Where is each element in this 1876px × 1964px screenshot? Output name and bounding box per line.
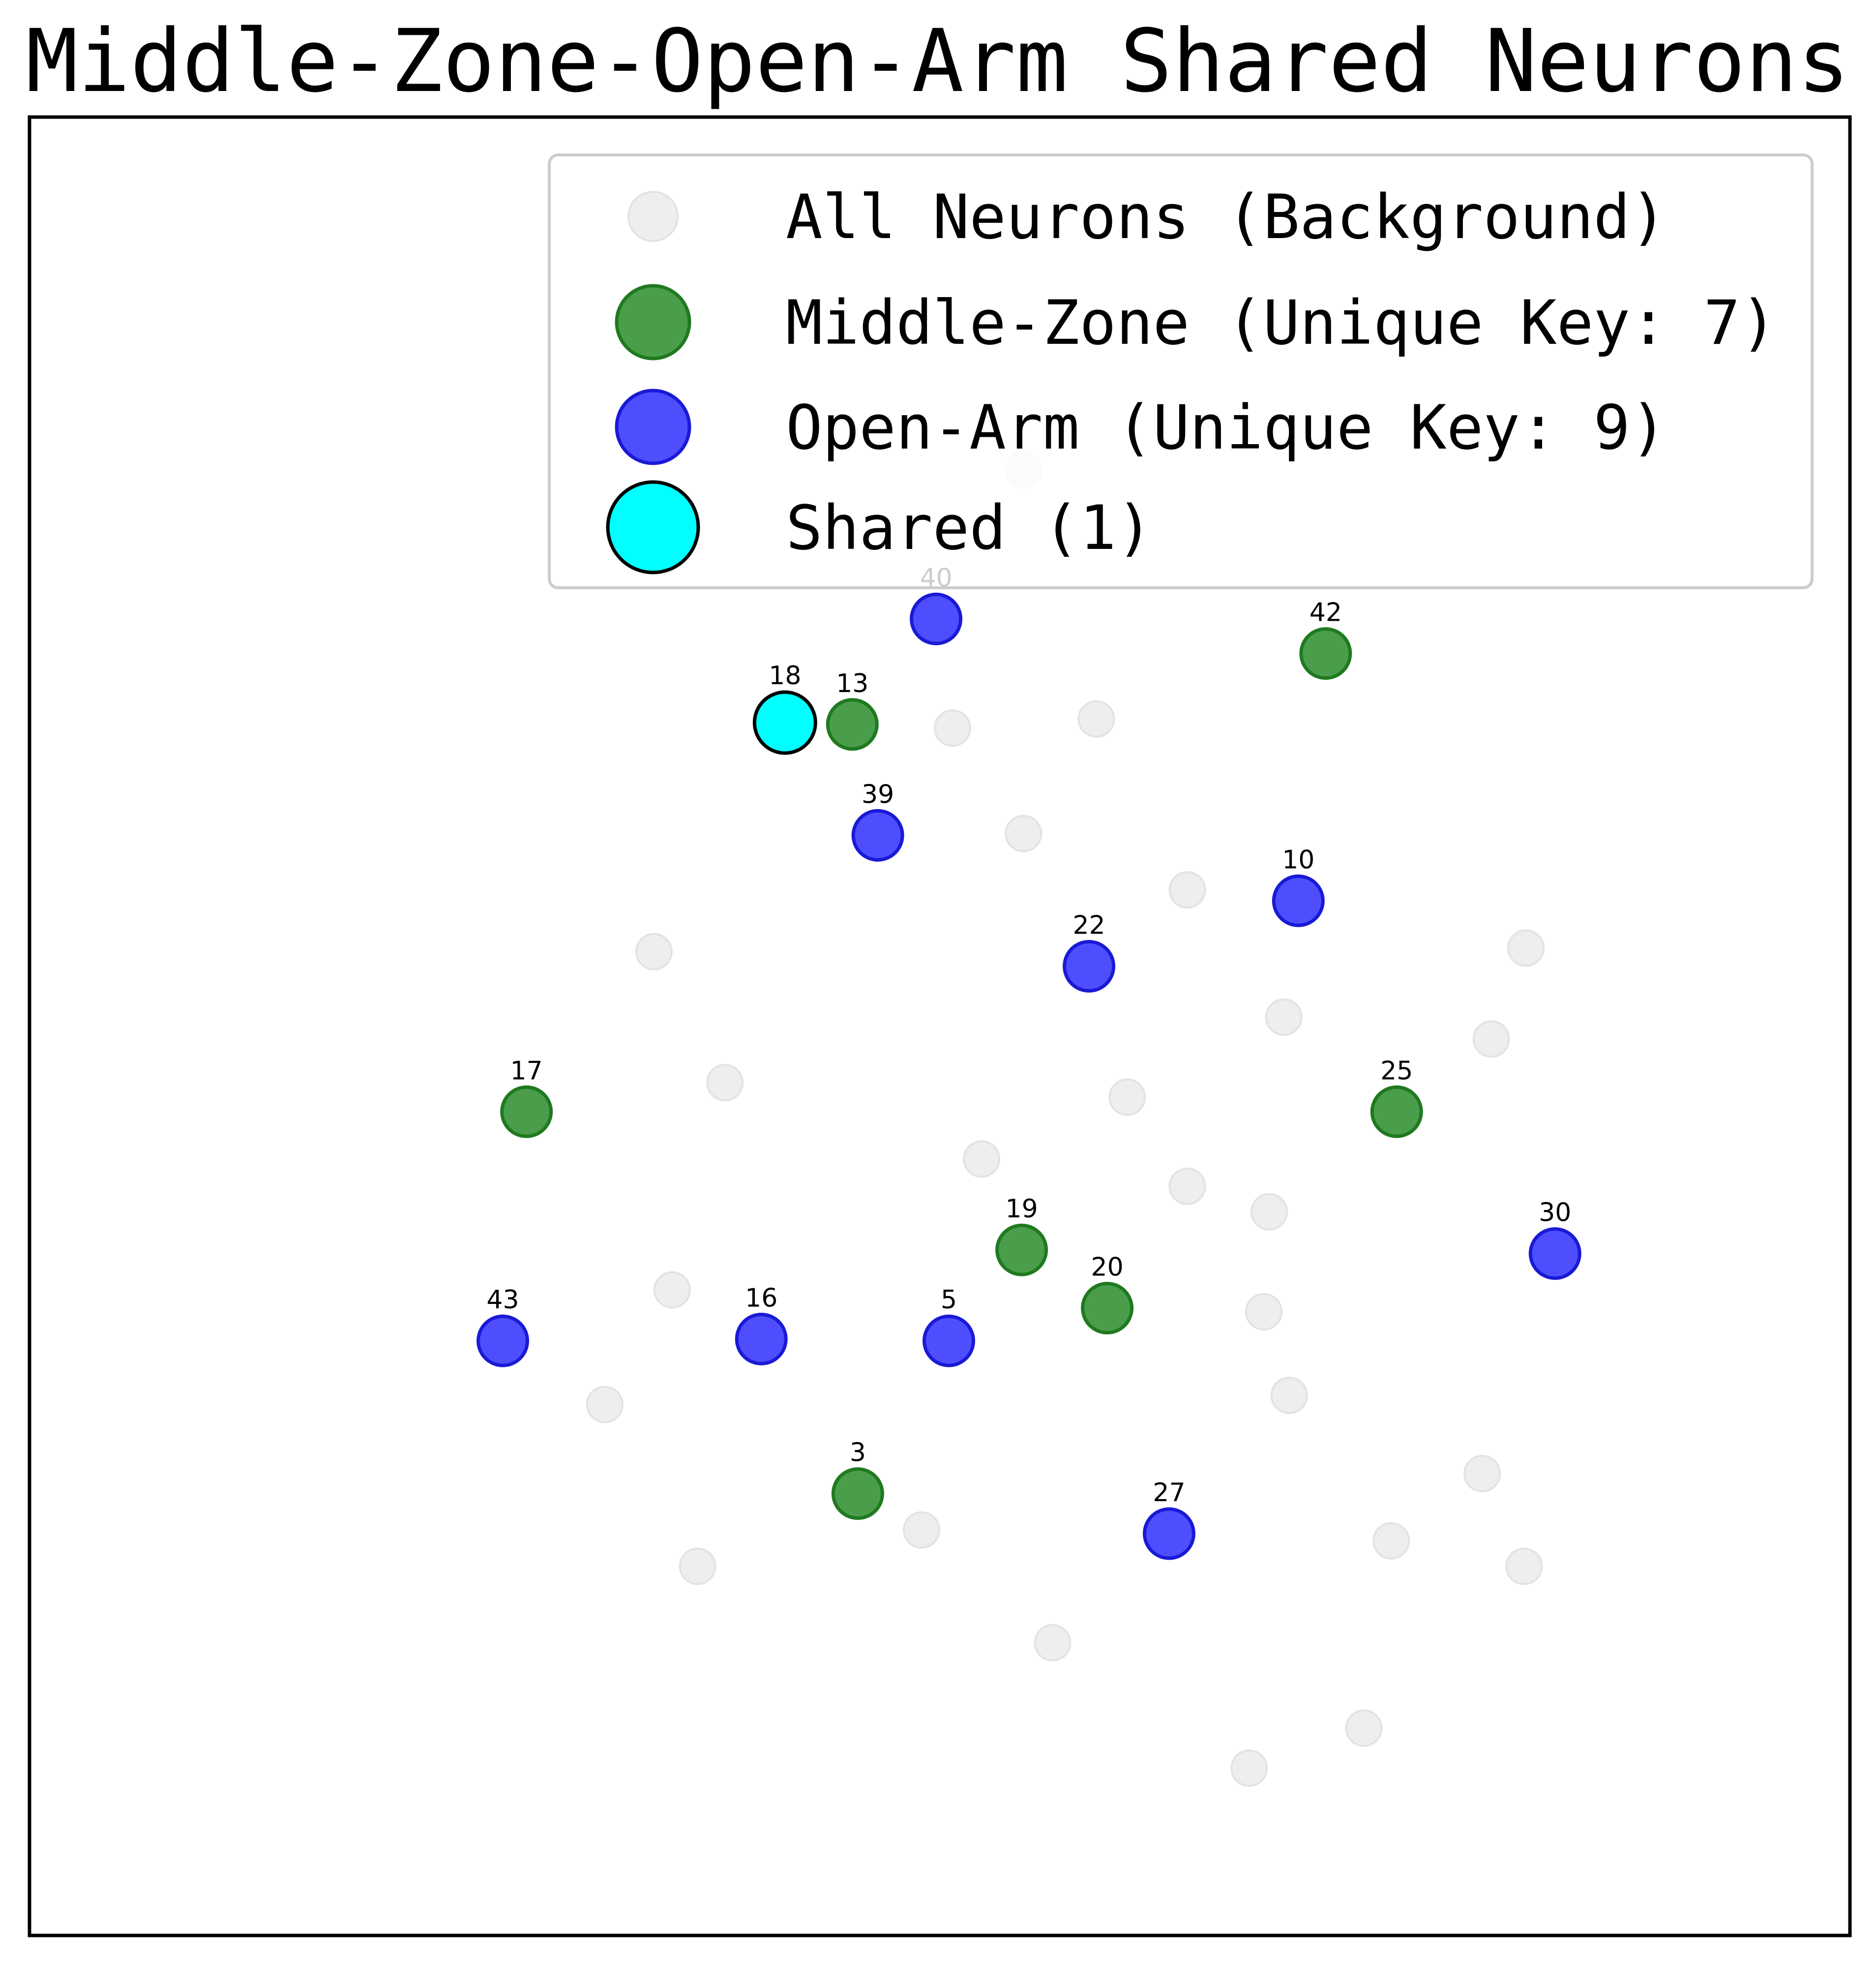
shared-point-18 — [752, 690, 817, 755]
legend-label-middle: Middle-Zone (Unique Key: 7) — [786, 288, 1777, 359]
series-middle: 42 13 17 25 19 20 3 — [500, 598, 1423, 1520]
point-label-10: 10 — [1282, 845, 1314, 875]
open-point-27 — [1142, 1507, 1195, 1560]
legend-label-background: All Neurons (Background) — [786, 182, 1667, 253]
point-label-22: 22 — [1072, 910, 1105, 940]
legend-marker-background — [627, 191, 679, 242]
middle-point-17 — [500, 1085, 553, 1138]
open-point-22 — [1063, 939, 1116, 993]
background-point-10 — [1108, 1078, 1146, 1116]
series-background — [586, 451, 1545, 1787]
background-point-1 — [933, 709, 971, 747]
background-point-11 — [963, 1140, 1001, 1178]
legend-box — [548, 153, 1814, 589]
plot-frame — [28, 115, 1852, 1937]
background-point-25 — [1230, 1749, 1268, 1787]
middle-point-42 — [1299, 627, 1352, 680]
open-point-10 — [1272, 874, 1325, 927]
point-label-27: 27 — [1153, 1478, 1185, 1508]
background-point-18 — [1463, 1454, 1501, 1492]
background-point-15 — [1245, 1293, 1282, 1330]
point-label-5: 5 — [941, 1285, 957, 1315]
background-point-6 — [1507, 929, 1545, 967]
point-label-17: 17 — [510, 1056, 543, 1086]
middle-point-3 — [831, 1467, 884, 1520]
legend-items: All Neurons (Background) Middle-Zone (Uni… — [606, 182, 1777, 574]
background-point-3 — [1005, 815, 1042, 852]
background-point-19 — [902, 1511, 940, 1549]
point-label-18: 18 — [769, 661, 801, 691]
legend-label-shared: Shared (1) — [786, 493, 1153, 564]
middle-point-13 — [826, 698, 879, 751]
background-point-13 — [1251, 1193, 1288, 1231]
point-label-3: 3 — [850, 1438, 866, 1468]
point-label-42: 42 — [1310, 598, 1342, 628]
legend-marker-middle — [615, 284, 691, 361]
open-point-5 — [923, 1314, 976, 1367]
legend-label-open: Open-Arm (Unique Key: 9) — [786, 393, 1667, 463]
open-point-30 — [1528, 1227, 1581, 1280]
background-point-12 — [1168, 1167, 1206, 1205]
point-label-30: 30 — [1539, 1198, 1571, 1228]
open-point-39 — [851, 809, 904, 862]
legend-marker-shared — [606, 480, 700, 574]
background-point-20 — [1372, 1522, 1410, 1560]
open-point-43 — [476, 1314, 530, 1367]
background-point-8 — [1472, 1020, 1510, 1058]
background-point-21 — [679, 1547, 716, 1585]
middle-point-25 — [1370, 1085, 1423, 1138]
background-point-5 — [635, 933, 673, 970]
background-point-2 — [1077, 700, 1115, 738]
series-open: 40391022304316527 — [476, 563, 1581, 1560]
open-point-40 — [910, 592, 963, 645]
background-point-17 — [1270, 1376, 1308, 1414]
background-point-24 — [1345, 1709, 1383, 1747]
chart-title: Middle-Zone-Open-Arm Shared Neurons — [26, 11, 1850, 112]
background-point-22 — [1505, 1547, 1543, 1585]
point-label-20: 20 — [1091, 1253, 1123, 1282]
background-point-7 — [1265, 998, 1303, 1036]
background-point-9 — [706, 1064, 744, 1102]
background-point-16 — [586, 1386, 624, 1423]
point-label-25: 25 — [1380, 1056, 1413, 1086]
point-label-43: 43 — [486, 1285, 519, 1315]
points-layer: 42131725192034039102230431652718 — [476, 451, 1581, 1787]
point-label-39: 39 — [862, 780, 894, 809]
legend: All Neurons (Background) Middle-Zone (Uni… — [548, 153, 1814, 589]
legend-marker-open — [615, 389, 691, 465]
background-point-4 — [1168, 871, 1206, 909]
point-label-19: 19 — [1006, 1194, 1038, 1224]
open-point-16 — [735, 1312, 788, 1365]
middle-point-20 — [1081, 1282, 1134, 1335]
point-label-13: 13 — [836, 669, 868, 698]
point-label-16: 16 — [745, 1283, 777, 1313]
background-point-23 — [1034, 1624, 1072, 1662]
middle-point-19 — [995, 1223, 1048, 1276]
background-point-14 — [653, 1271, 691, 1309]
series-shared: 18 — [752, 661, 817, 755]
